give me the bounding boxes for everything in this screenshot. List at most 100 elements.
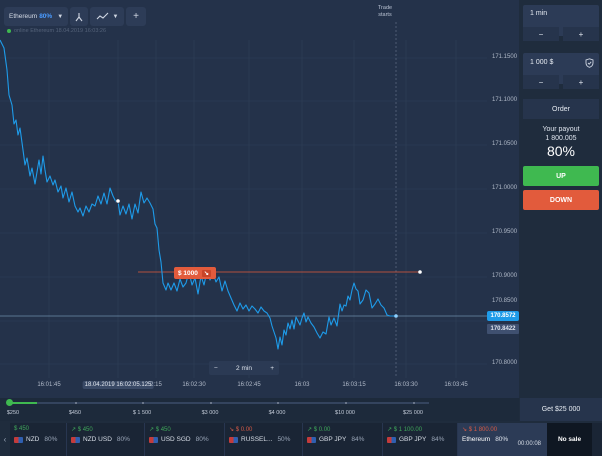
current-price-tag: 170.8572 <box>487 311 519 321</box>
asset-card-name-row: GBP JPY 84% <box>307 436 379 443</box>
amount-label: $10 000 <box>335 410 355 416</box>
order-button[interactable]: Order <box>523 99 599 119</box>
asset-card-timer: 00:00:08 <box>517 441 541 447</box>
amount-label: $ 1 500 <box>132 410 152 416</box>
no-sale-button[interactable]: No sale <box>547 423 592 456</box>
currency-symbol: $ <box>549 59 554 66</box>
amount-tick <box>210 402 212 404</box>
x-tick: 16:03 <box>294 382 310 388</box>
bet-end-point <box>418 270 422 274</box>
amount-track[interactable] <box>9 402 429 404</box>
asset-card-pct: 80% <box>195 436 209 443</box>
price-line <box>0 39 396 350</box>
payout-value: 1 800.005 <box>545 134 577 142</box>
plus-icon: + <box>133 11 139 22</box>
asset-card[interactable]: ↗ $ 0.00 GBP JPY 84% <box>303 423 383 456</box>
asset-card[interactable]: ↗ $ 1 100.00 GBP JPY 84% <box>383 423 458 456</box>
zoom-out-button[interactable]: − <box>214 364 218 372</box>
y-tick: 171.1500 <box>492 54 518 60</box>
bet-tag[interactable]: $ 1000 ↘ <box>174 267 216 279</box>
y-tick: 170.9500 <box>492 229 518 235</box>
flag-icon <box>149 436 158 443</box>
asset-card-profit: ↗ $ 0.00 <box>307 427 331 433</box>
online-status: online Ethereum 18.04.2019 16:03:26 <box>7 28 106 34</box>
up-button[interactable]: UP <box>523 166 599 186</box>
x-tick: 2:15 <box>150 382 162 388</box>
price-chart[interactable]: Ethereum 80% ▼ ▼ + online Ethereum 18.04… <box>0 0 519 398</box>
amount-plus-button[interactable]: + <box>563 75 599 89</box>
amount-value: 1 000 <box>530 59 548 66</box>
time-plus-button[interactable]: + <box>563 27 599 41</box>
chevron-left-icon[interactable]: ‹ <box>0 423 10 456</box>
asset-card[interactable]: $ 450 NZD 80% <box>10 423 67 456</box>
grid <box>0 40 487 378</box>
amount-minus-button[interactable]: − <box>523 75 559 89</box>
flag-icon <box>71 436 80 443</box>
asset-card[interactable]: ↘ $ 0.00 RUSSEL... 50% <box>225 423 303 456</box>
time-minus-button[interactable]: − <box>523 27 559 41</box>
y-tick: 170.8500 <box>492 298 518 304</box>
trade-starts-label: Trade starts <box>377 5 393 18</box>
amount-slider-handle[interactable] <box>6 399 13 406</box>
chevron-down-icon: ▼ <box>57 13 64 20</box>
shield-icon[interactable] <box>585 58 594 68</box>
x-tick: 16:03:30 <box>394 382 418 388</box>
asset-card-pct: 84% <box>351 436 365 443</box>
amount-label: $450 <box>68 410 82 416</box>
amount-label: $25 000 <box>403 410 423 416</box>
indicators-icon <box>75 12 83 21</box>
asset-strip: ‹ $ 450 NZD 80% ↗ $ 450 NZD USD 80% ↗ $ 45… <box>0 423 602 456</box>
payout-percent: 80% <box>546 143 576 159</box>
flag-icon <box>307 436 316 443</box>
asset-card-name-row: NZD USD 80% <box>71 436 141 443</box>
zoom-label: 2 min <box>236 364 252 372</box>
x-tick: 16:03:45 <box>444 382 468 388</box>
asset-card-pct: 80% <box>44 436 58 443</box>
asset-card-name: GBP JPY <box>399 436 427 443</box>
amount-fill <box>9 402 37 404</box>
y-tick: 170.9000 <box>492 273 518 279</box>
chart-type-button[interactable]: ▼ <box>90 7 124 26</box>
indicators-button[interactable] <box>70 7 88 26</box>
asset-card-name-row: USD SGD 80% <box>149 436 221 443</box>
asset-card-name: RUSSEL... <box>241 436 273 443</box>
asset-card-pct: 80% <box>116 436 130 443</box>
asset-card-name-row: RUSSEL... 50% <box>229 436 299 443</box>
asset-card-pct: 84% <box>431 436 445 443</box>
get-bonus-button[interactable]: Get $25 000 <box>520 398 602 421</box>
zoom-in-button[interactable]: + <box>270 364 274 372</box>
asset-card-active[interactable]: ↘ $ 1 800.00 Ethereum 80% 00:00:08 <box>458 423 547 456</box>
asset-card-name: Ethereum <box>462 436 491 443</box>
asset-card-pct: 50% <box>277 436 291 443</box>
online-text: online Ethereum 18.04.2019 16:03:26 <box>14 28 107 34</box>
payout-title: Your payout 1 800.005 <box>520 126 602 143</box>
amount-tick <box>142 402 144 404</box>
amount-slider-bar: $250 $450 $ 1 500 $3 000 $4 000 $10 000 … <box>0 398 519 421</box>
add-chart-button[interactable]: + <box>126 7 146 26</box>
asset-card-name-row: NZD 80% <box>14 436 63 443</box>
time-value[interactable]: 1 min <box>530 10 548 17</box>
down-button[interactable]: DOWN <box>523 190 599 210</box>
x-tick-highlighted: 18.04.2019 16:02:05.125 <box>82 381 154 389</box>
flag-icon <box>229 436 238 443</box>
x-tick: 16:01:45 <box>37 382 61 388</box>
flag-icon <box>14 436 23 443</box>
asset-selector[interactable]: Ethereum 80% ▼ <box>4 7 68 26</box>
order-panel: 1 min − + 1 000 $ − + Order Your payout … <box>520 0 602 398</box>
amount-input[interactable]: 1 000 $ <box>530 59 553 66</box>
amount-label: $250 <box>6 410 20 416</box>
amount-tick <box>277 402 279 404</box>
amount-tick <box>75 402 77 404</box>
x-tick: 16:03:15 <box>342 382 366 388</box>
asset-card-name-row: GBP JPY 84% <box>387 436 454 443</box>
zoom-control: − 2 min + <box>209 361 279 375</box>
asset-card[interactable]: ↗ $ 450 USD SGD 80% <box>145 423 225 456</box>
y-tick: 171.1000 <box>492 97 518 103</box>
amount-label: $3 000 <box>201 410 219 416</box>
asset-card[interactable]: ↗ $ 450 NZD USD 80% <box>67 423 145 456</box>
asset-card-name: NZD USD <box>83 436 112 443</box>
y-tick: 171.0500 <box>492 141 518 147</box>
amount-tick <box>413 402 415 404</box>
asset-card-profit: ↘ $ 1 800.00 <box>462 427 498 433</box>
asset-card-name-row: Ethereum 80% <box>462 436 544 443</box>
